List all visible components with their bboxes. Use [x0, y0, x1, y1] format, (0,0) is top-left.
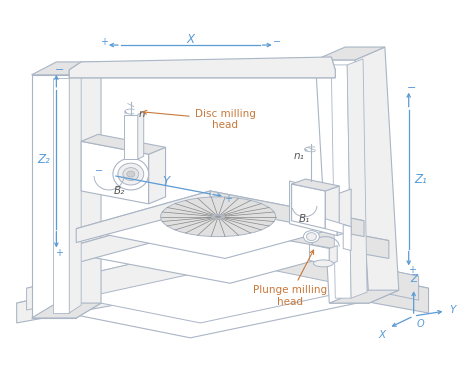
Polygon shape	[329, 245, 337, 265]
Polygon shape	[76, 191, 364, 258]
Ellipse shape	[127, 171, 135, 177]
Ellipse shape	[118, 163, 144, 185]
Text: O: O	[417, 319, 424, 329]
Text: Z₂: Z₂	[37, 153, 50, 166]
Text: −: −	[273, 37, 281, 47]
Ellipse shape	[211, 214, 225, 219]
Text: B₂: B₂	[113, 186, 125, 196]
Polygon shape	[331, 65, 351, 298]
Polygon shape	[69, 70, 81, 313]
Polygon shape	[138, 111, 144, 159]
Polygon shape	[69, 57, 335, 78]
Text: −: −	[407, 83, 416, 93]
Polygon shape	[32, 75, 76, 318]
Polygon shape	[81, 134, 165, 154]
Text: +: +	[224, 194, 232, 204]
Polygon shape	[17, 251, 250, 323]
Text: +: +	[408, 265, 416, 275]
Text: n₁: n₁	[294, 151, 304, 161]
Text: Plunge milling
head: Plunge milling head	[253, 250, 327, 307]
Polygon shape	[27, 239, 419, 323]
Ellipse shape	[113, 158, 149, 190]
Text: Y: Y	[449, 305, 456, 315]
Polygon shape	[250, 251, 428, 313]
Ellipse shape	[303, 231, 319, 242]
Polygon shape	[149, 147, 165, 204]
Text: +: +	[100, 37, 108, 47]
Polygon shape	[54, 78, 69, 313]
Polygon shape	[315, 47, 385, 60]
Polygon shape	[69, 65, 335, 78]
Ellipse shape	[307, 232, 317, 241]
Polygon shape	[355, 47, 399, 303]
Polygon shape	[210, 191, 364, 237]
Polygon shape	[56, 207, 210, 268]
Text: +: +	[55, 248, 64, 258]
Polygon shape	[325, 186, 339, 229]
Polygon shape	[347, 59, 367, 298]
Text: B₁: B₁	[299, 214, 310, 224]
Polygon shape	[292, 184, 325, 229]
Polygon shape	[32, 62, 101, 75]
Polygon shape	[343, 225, 351, 251]
Polygon shape	[329, 290, 399, 303]
Text: Z: Z	[410, 274, 417, 284]
Text: n: n	[139, 108, 146, 118]
Polygon shape	[240, 239, 419, 300]
Ellipse shape	[313, 260, 333, 267]
Ellipse shape	[161, 197, 276, 237]
Polygon shape	[17, 251, 428, 338]
Polygon shape	[76, 62, 101, 318]
Text: Disc milling
head: Disc milling head	[143, 109, 255, 130]
Polygon shape	[337, 189, 351, 236]
Text: −: −	[95, 166, 103, 176]
Polygon shape	[315, 60, 369, 303]
Polygon shape	[76, 191, 210, 242]
Text: X: X	[186, 32, 194, 46]
Polygon shape	[210, 207, 389, 258]
Polygon shape	[32, 303, 101, 318]
Text: Z₁: Z₁	[414, 173, 427, 186]
Polygon shape	[325, 219, 351, 236]
Polygon shape	[124, 114, 138, 159]
Polygon shape	[331, 57, 335, 78]
Text: X: X	[379, 330, 386, 340]
Ellipse shape	[215, 215, 222, 218]
Polygon shape	[69, 62, 81, 78]
Polygon shape	[81, 141, 149, 204]
Ellipse shape	[123, 168, 139, 180]
Text: Y: Y	[162, 175, 169, 187]
Polygon shape	[56, 207, 389, 283]
Text: −: −	[55, 65, 64, 75]
Polygon shape	[27, 239, 240, 310]
Polygon shape	[292, 179, 339, 191]
Polygon shape	[310, 245, 329, 265]
Polygon shape	[290, 181, 337, 236]
